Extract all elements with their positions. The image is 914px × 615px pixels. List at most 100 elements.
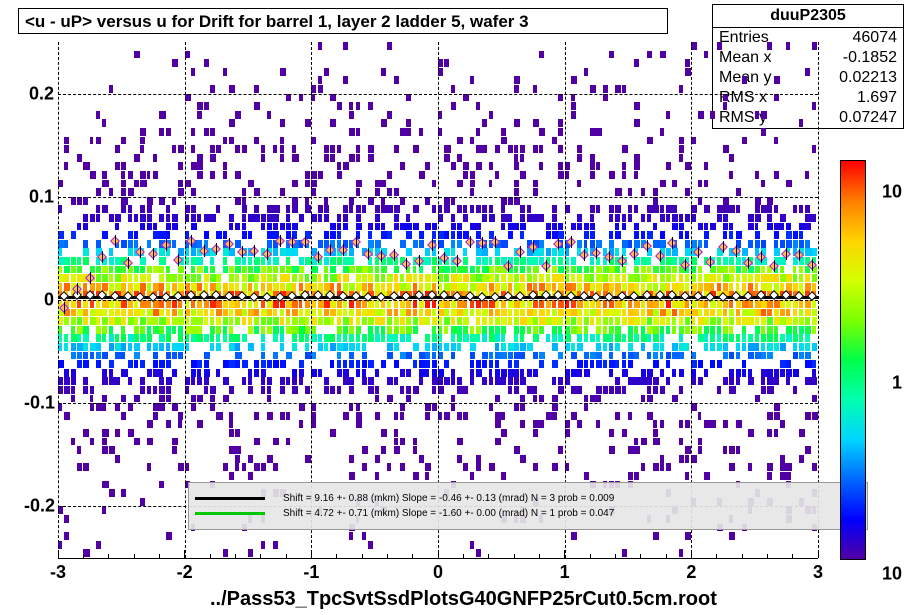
x-minor-tick bbox=[108, 554, 109, 558]
x-minor-tick bbox=[792, 554, 793, 558]
profile-errorbar bbox=[482, 237, 483, 249]
profile-errorbar bbox=[520, 246, 521, 258]
profile-errorbar bbox=[596, 247, 597, 259]
x-tick-label: -1 bbox=[303, 562, 319, 583]
profile-errorbar bbox=[571, 236, 572, 248]
profile-errorbar bbox=[343, 244, 344, 256]
x-tick bbox=[184, 550, 185, 558]
x-tick-label: 1 bbox=[560, 562, 570, 583]
fit-text: Shift = 9.16 +- 0.88 (mkm) Slope = -0.46… bbox=[283, 493, 614, 504]
x-minor-tick bbox=[742, 554, 743, 558]
stats-value: 0.02213 bbox=[839, 68, 897, 88]
x-minor-tick bbox=[159, 554, 160, 558]
x-tick-label: 0 bbox=[433, 562, 443, 583]
x-tick bbox=[438, 550, 439, 558]
x-minor-tick bbox=[83, 554, 84, 558]
fit-swatch bbox=[195, 512, 265, 515]
x-tick-label: 2 bbox=[686, 562, 696, 583]
profile-errorbar bbox=[698, 246, 699, 258]
colorbar bbox=[840, 160, 866, 560]
y-tick-label: 0 bbox=[24, 290, 54, 311]
gridline-h bbox=[58, 197, 818, 198]
profile-errorbar bbox=[647, 240, 648, 252]
colorbar-tick-label: 1 bbox=[892, 372, 902, 393]
stats-name: duuP2305 bbox=[713, 5, 903, 28]
gridline-h bbox=[58, 300, 818, 301]
x-minor-tick bbox=[336, 554, 337, 558]
plot-title: <u - uP> versus u for Drift for barrel 1… bbox=[18, 8, 668, 34]
y-tick-label: 0.1 bbox=[24, 186, 54, 207]
profile-errorbar bbox=[419, 255, 420, 267]
file-path-label: ../Pass53_TpcSvtSsdPlotsG40GNFP25rCut0.5… bbox=[210, 588, 717, 611]
profile-errorbar bbox=[495, 236, 496, 248]
profile-errorbar bbox=[191, 235, 192, 247]
profile-errorbar bbox=[786, 248, 787, 260]
profile-errorbar bbox=[748, 257, 749, 269]
x-minor-tick bbox=[666, 554, 667, 558]
profile-errorbar bbox=[508, 260, 509, 272]
x-minor-tick bbox=[286, 554, 287, 558]
profile-errorbar bbox=[204, 245, 205, 257]
x-minor-tick bbox=[488, 554, 489, 558]
x-minor-tick bbox=[387, 554, 388, 558]
profile-errorbar bbox=[634, 248, 635, 260]
gridline-v bbox=[818, 42, 819, 558]
x-tick bbox=[818, 550, 819, 558]
fit-swatch bbox=[195, 497, 265, 500]
x-minor-tick bbox=[767, 554, 768, 558]
profile-errorbar bbox=[90, 272, 91, 284]
x-tick-label: -2 bbox=[177, 562, 193, 583]
profile-errorbar bbox=[115, 235, 116, 247]
profile-errorbar bbox=[330, 244, 331, 256]
profile-errorbar bbox=[761, 251, 762, 263]
profile-errorbar bbox=[153, 248, 154, 260]
profile-errorbar bbox=[774, 260, 775, 272]
stats-value: 46074 bbox=[853, 28, 898, 48]
profile-errorbar bbox=[457, 255, 458, 267]
profile-errorbar bbox=[584, 249, 585, 261]
profile-errorbar bbox=[799, 249, 800, 261]
profile-errorbar bbox=[381, 250, 382, 262]
profile-errorbar bbox=[267, 248, 268, 260]
profile-errorbar bbox=[609, 251, 610, 263]
profile-errorbar bbox=[178, 254, 179, 266]
x-tick-label: 3 bbox=[813, 562, 823, 583]
x-minor-tick bbox=[463, 554, 464, 558]
x-minor-tick bbox=[615, 554, 616, 558]
profile-errorbar bbox=[444, 252, 445, 264]
profile-errorbar bbox=[672, 237, 673, 249]
x-tick bbox=[58, 550, 59, 558]
profile-errorbar bbox=[64, 302, 65, 314]
profile-errorbar bbox=[812, 259, 813, 271]
x-tick-label: -3 bbox=[50, 562, 66, 583]
x-minor-tick bbox=[134, 554, 135, 558]
y-tick-label: -0.2 bbox=[24, 496, 54, 517]
y-tick-label: 0.2 bbox=[24, 83, 54, 104]
fit-row: Shift = 9.16 +- 0.88 (mkm) Slope = -0.46… bbox=[195, 493, 861, 504]
x-minor-tick bbox=[235, 554, 236, 558]
profile-errorbar bbox=[558, 238, 559, 250]
x-minor-tick bbox=[210, 554, 211, 558]
x-minor-tick bbox=[640, 554, 641, 558]
x-minor-tick bbox=[539, 554, 540, 558]
fit-text: Shift = 4.72 +- 0.71 (mkm) Slope = -1.60… bbox=[283, 508, 614, 519]
x-minor-tick bbox=[362, 554, 363, 558]
profile-errorbar bbox=[533, 241, 534, 253]
profile-errorbar bbox=[622, 255, 623, 267]
colorbar-tick-label: 10 bbox=[882, 181, 902, 202]
profile-errorbar bbox=[470, 236, 471, 248]
gridline-h bbox=[58, 403, 818, 404]
x-minor-tick bbox=[716, 554, 717, 558]
profile-errorbar bbox=[242, 246, 243, 258]
profile-errorbar bbox=[710, 256, 711, 268]
fit-row: Shift = 4.72 +- 0.71 (mkm) Slope = -1.60… bbox=[195, 508, 861, 519]
fit-legend: Shift = 9.16 +- 0.88 (mkm) Slope = -0.46… bbox=[188, 482, 868, 530]
colorbar-tick-label: 10 bbox=[882, 563, 902, 584]
x-tick bbox=[691, 550, 692, 558]
x-minor-tick bbox=[260, 554, 261, 558]
x-tick bbox=[564, 550, 565, 558]
profile-errorbar bbox=[432, 239, 433, 251]
profile-errorbar bbox=[102, 251, 103, 263]
gridline-h bbox=[58, 94, 818, 95]
plot-area: Shift = 9.16 +- 0.88 (mkm) Slope = -0.46… bbox=[58, 42, 818, 559]
